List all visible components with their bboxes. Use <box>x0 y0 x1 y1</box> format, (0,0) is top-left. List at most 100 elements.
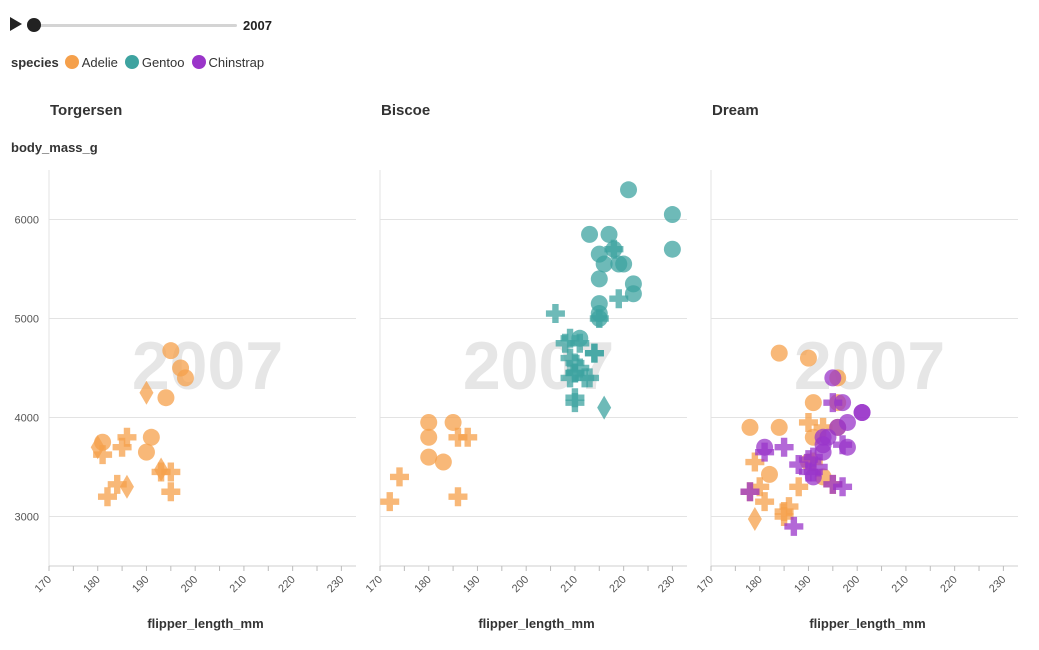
data-point-adelie-male[interactable] <box>172 359 190 377</box>
data-point-adelie-female[interactable] <box>97 487 117 507</box>
data-point-gentoo-female[interactable] <box>565 363 585 383</box>
data-point-chinstrap-female[interactable] <box>803 447 823 467</box>
y-tick-label: 3000 <box>15 512 39 524</box>
x-tick-label: 230 <box>656 574 677 595</box>
data-point-adelie-male[interactable] <box>420 413 438 431</box>
data-point-chinstrap-male[interactable] <box>838 438 856 456</box>
data-point-chinstrap-female[interactable] <box>789 455 809 475</box>
data-point-gentoo-male[interactable] <box>610 255 628 273</box>
data-point-adelie-unknown[interactable] <box>747 506 762 531</box>
data-point-adelie-female[interactable] <box>458 427 478 447</box>
data-point-chinstrap-male[interactable] <box>814 428 832 446</box>
data-point-chinstrap-female[interactable] <box>774 437 794 457</box>
data-point-gentoo-female[interactable] <box>570 358 590 378</box>
data-point-adelie-female[interactable] <box>161 482 181 502</box>
data-point-adelie-male[interactable] <box>142 428 160 446</box>
data-point-adelie-female[interactable] <box>745 452 765 472</box>
data-point-adelie-female[interactable] <box>112 437 132 457</box>
x-axis-title: flipper_length_mm <box>809 616 925 631</box>
data-point-adelie-unknown[interactable] <box>139 380 154 405</box>
x-tick-label: 220 <box>607 574 628 595</box>
data-point-gentoo-female[interactable] <box>560 328 580 348</box>
x-axis-title: flipper_length_mm <box>478 616 594 631</box>
data-point-adelie-male[interactable] <box>804 394 822 412</box>
data-point-adelie-female[interactable] <box>448 487 468 507</box>
year-watermark: 2007 <box>463 328 614 404</box>
year-slider-thumb[interactable] <box>27 18 41 32</box>
data-point-adelie-female[interactable] <box>448 427 468 447</box>
data-point-chinstrap-male[interactable] <box>834 394 852 412</box>
data-point-chinstrap-female[interactable] <box>823 474 843 494</box>
legend-item-gentoo[interactable]: Gentoo <box>124 55 185 70</box>
data-point-gentoo-female[interactable] <box>565 353 585 373</box>
data-point-chinstrap-female[interactable] <box>784 516 804 536</box>
data-point-adelie-male[interactable] <box>741 418 759 436</box>
data-point-gentoo-male[interactable] <box>590 245 608 263</box>
x-tick-label: 190 <box>130 574 151 595</box>
data-point-gentoo-male[interactable] <box>663 240 681 258</box>
data-point-adelie-male[interactable] <box>799 349 817 367</box>
data-point-chinstrap-male[interactable] <box>838 413 856 431</box>
data-point-gentoo-female[interactable] <box>555 333 575 353</box>
data-point-adelie-male[interactable] <box>444 413 462 431</box>
data-point-adelie-male[interactable] <box>434 453 452 471</box>
data-point-adelie-unknown[interactable] <box>90 435 105 460</box>
year-slider-track[interactable] <box>34 24 237 27</box>
data-point-chinstrap-male[interactable] <box>853 404 871 422</box>
data-point-adelie-male[interactable] <box>162 342 180 360</box>
data-point-gentoo-female[interactable] <box>584 343 604 363</box>
data-point-adelie-unknown[interactable] <box>154 457 169 482</box>
data-point-adelie-unknown[interactable] <box>119 474 134 499</box>
legend-title: species <box>11 54 59 70</box>
data-point-gentoo-male[interactable] <box>663 206 681 224</box>
data-point-adelie-female[interactable] <box>117 427 137 447</box>
data-point-adelie-female[interactable] <box>798 412 818 432</box>
data-point-gentoo-male[interactable] <box>620 181 638 199</box>
data-point-chinstrap-female[interactable] <box>823 393 843 413</box>
data-point-adelie-female[interactable] <box>380 492 400 512</box>
x-tick-label: 230 <box>325 574 346 595</box>
data-point-adelie-male[interactable] <box>770 344 788 362</box>
data-point-adelie-male[interactable] <box>420 428 438 446</box>
data-point-adelie-female[interactable] <box>161 462 181 482</box>
data-point-gentoo-female[interactable] <box>565 393 585 413</box>
data-point-gentoo-female[interactable] <box>560 348 580 368</box>
data-point-chinstrap-female[interactable] <box>803 462 823 482</box>
data-point-adelie-female[interactable] <box>750 477 770 497</box>
legend-label-adelie: Adelie <box>81 54 118 70</box>
data-point-adelie-male[interactable] <box>760 465 778 483</box>
data-point-adelie-male[interactable] <box>770 418 788 436</box>
data-point-gentoo-female[interactable] <box>545 304 565 324</box>
data-point-gentoo-female[interactable] <box>604 239 624 259</box>
data-point-gentoo-male[interactable] <box>624 285 642 303</box>
facet-title-dream: Dream <box>712 102 759 119</box>
data-point-adelie-female[interactable] <box>107 474 127 494</box>
data-point-adelie-female[interactable] <box>755 492 775 512</box>
data-point-adelie-female[interactable] <box>813 417 833 437</box>
data-point-chinstrap-female[interactable] <box>833 477 853 497</box>
data-point-adelie-female[interactable] <box>93 445 113 465</box>
data-point-chinstrap-male[interactable] <box>824 369 842 387</box>
data-point-chinstrap-female[interactable] <box>755 442 775 462</box>
data-point-chinstrap-female[interactable] <box>808 457 828 477</box>
data-point-adelie-female[interactable] <box>789 477 809 497</box>
data-point-adelie-female[interactable] <box>774 507 794 526</box>
data-point-gentoo-female[interactable] <box>570 333 590 353</box>
data-point-gentoo-male[interactable] <box>590 270 608 288</box>
data-point-adelie-male[interactable] <box>420 448 438 466</box>
data-point-gentoo-female[interactable] <box>575 368 595 388</box>
data-point-chinstrap-female[interactable] <box>740 482 760 502</box>
data-point-adelie-male[interactable] <box>157 389 175 407</box>
data-point-gentoo-male[interactable] <box>581 225 599 243</box>
data-point-gentoo-male[interactable] <box>600 225 618 243</box>
data-point-adelie-female[interactable] <box>779 497 799 517</box>
data-point-gentoo-female[interactable] <box>589 309 609 328</box>
data-point-gentoo-female[interactable] <box>609 289 629 309</box>
legend-item-adelie[interactable]: Adelie <box>64 54 118 70</box>
legend-item-chinstrap[interactable]: Chinstrap <box>191 55 264 70</box>
data-point-gentoo-unknown[interactable] <box>597 395 612 420</box>
play-icon[interactable] <box>10 17 22 31</box>
data-point-adelie-female[interactable] <box>389 467 409 487</box>
data-point-adelie-male[interactable] <box>137 443 155 461</box>
data-point-gentoo-female[interactable] <box>560 368 580 388</box>
